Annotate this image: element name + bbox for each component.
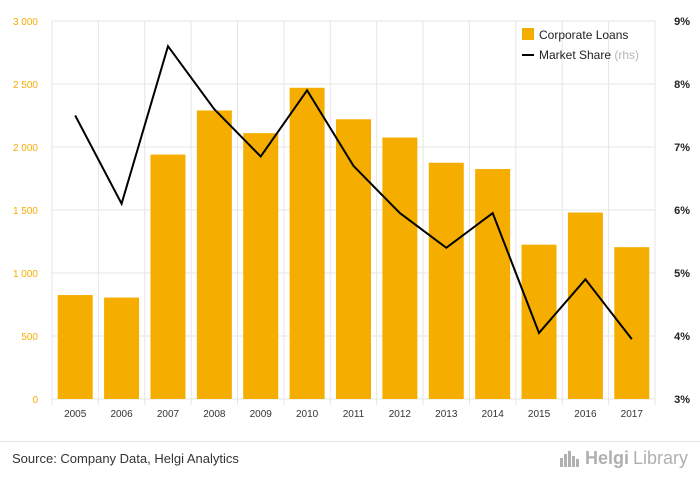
y-left-tick-label: 3 000 bbox=[13, 17, 38, 28]
x-tick-label: 2005 bbox=[64, 409, 87, 420]
y-right-tick-label: 3% bbox=[674, 394, 690, 406]
y-left-tick-label: 500 bbox=[21, 332, 38, 343]
bar-2007 bbox=[150, 155, 185, 399]
brand-name-light: Library bbox=[633, 448, 688, 469]
legend-swatch-corporate-loans bbox=[522, 28, 534, 40]
y-left-tick-label: 1 000 bbox=[13, 269, 38, 280]
bar-2012 bbox=[382, 138, 417, 399]
y-right-tick-label: 9% bbox=[674, 16, 690, 28]
bars bbox=[58, 88, 650, 399]
y-right-tick-label: 6% bbox=[674, 205, 690, 217]
legend: Corporate Loans Market Share (rhs) bbox=[522, 28, 639, 62]
footer: Source: Company Data, Helgi Analytics He… bbox=[0, 441, 700, 484]
y-left-tick-label: 2 000 bbox=[13, 143, 38, 154]
y-right-tick-label: 7% bbox=[674, 142, 690, 154]
bar-2011 bbox=[336, 119, 371, 399]
x-tick-label: 2014 bbox=[482, 409, 505, 420]
x-tick-label: 2007 bbox=[157, 409, 180, 420]
bar-2010 bbox=[290, 88, 325, 399]
y-right-tick-label: 4% bbox=[674, 331, 690, 343]
x-tick-label: 2015 bbox=[528, 409, 551, 420]
y-right-tick-label: 5% bbox=[674, 268, 690, 280]
x-tick-label: 2012 bbox=[389, 409, 412, 420]
bar-2006 bbox=[104, 298, 139, 399]
y-left-tick-label: 1 500 bbox=[13, 206, 38, 217]
legend-label-rhs-suffix: (rhs) bbox=[614, 48, 639, 62]
bar-2005 bbox=[58, 295, 93, 399]
bar-2009 bbox=[243, 133, 278, 399]
x-tick-label: 2016 bbox=[574, 409, 597, 420]
legend-label-corporate-loans: Corporate Loans bbox=[539, 28, 628, 42]
bar-2016 bbox=[568, 213, 603, 399]
x-tick-label: 2008 bbox=[203, 409, 226, 420]
chart: 0 3% 500 4% 1 000 5% 1 500 6% 2 000 7% 2 500 8% 3 00… bbox=[0, 0, 700, 441]
y-left-tick-label: 2 500 bbox=[13, 80, 38, 91]
bar-2015 bbox=[522, 245, 557, 399]
skyline-icon bbox=[559, 450, 581, 468]
x-tick-label: 2013 bbox=[435, 409, 458, 420]
x-tick-label: 2009 bbox=[250, 409, 273, 420]
y-left-tick-label: 0 bbox=[32, 395, 38, 406]
bar-2014 bbox=[475, 169, 510, 399]
legend-label-market-share: Market Share (rhs) bbox=[539, 48, 639, 62]
bar-2008 bbox=[197, 110, 232, 399]
x-tick-label: 2011 bbox=[343, 409, 365, 420]
x-tick-label: 2010 bbox=[296, 409, 319, 420]
y-right-tick-label: 8% bbox=[674, 79, 690, 91]
brand-name-bold: Helgi bbox=[585, 448, 629, 469]
source-text: Source: Company Data, Helgi Analytics bbox=[12, 451, 239, 466]
x-tick-label: 2017 bbox=[621, 409, 644, 420]
x-tick-label: 2006 bbox=[110, 409, 133, 420]
bar-2013 bbox=[429, 163, 464, 399]
